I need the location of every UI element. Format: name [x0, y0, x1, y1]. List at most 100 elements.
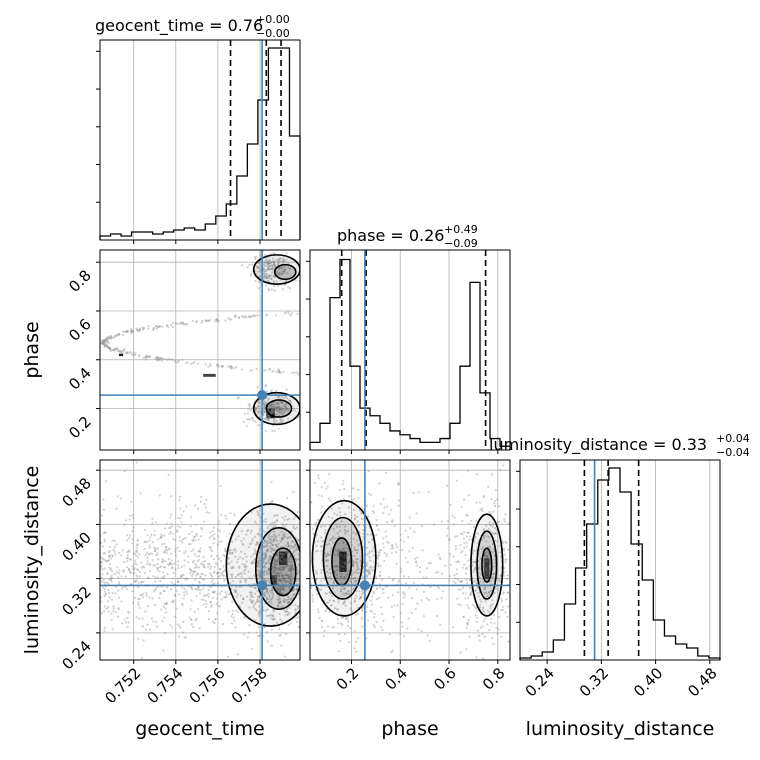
sample-point — [198, 626, 201, 630]
sample-point — [279, 552, 282, 555]
sample-point — [277, 575, 280, 578]
sample-point — [285, 598, 288, 602]
sample-point — [239, 580, 242, 583]
sample-point — [357, 571, 360, 574]
sample-point — [355, 595, 358, 598]
sample-point — [153, 529, 156, 532]
sample-point — [269, 268, 272, 271]
sample-point — [263, 262, 266, 265]
sample-point — [262, 557, 266, 560]
sample-point — [263, 272, 266, 275]
sample-point — [264, 401, 268, 404]
sample-point — [264, 555, 267, 558]
sample-point — [493, 532, 496, 535]
sample-point — [145, 551, 149, 554]
sample-point — [326, 552, 330, 556]
sample-point — [146, 354, 150, 358]
sample-point — [366, 569, 369, 572]
sample-point — [119, 497, 122, 500]
sample-point — [252, 419, 255, 422]
sample-point — [336, 513, 339, 517]
sample-point — [403, 575, 406, 578]
sample-point — [366, 533, 369, 536]
sample-point — [138, 328, 141, 331]
sample-point — [237, 535, 240, 538]
sample-point — [284, 552, 288, 555]
sample-point — [258, 634, 262, 637]
sample-point — [269, 403, 272, 407]
sample-point — [111, 539, 114, 542]
sample-point — [120, 575, 123, 578]
sample-point — [279, 257, 282, 260]
sample-point — [136, 575, 139, 578]
sample-point — [202, 578, 206, 581]
sample-point — [388, 513, 391, 516]
sample-point — [399, 567, 403, 570]
sample-point — [393, 378, 395, 380]
sample-point — [274, 514, 278, 517]
sample-point — [263, 539, 267, 542]
sample-point — [395, 543, 398, 546]
sample-point — [265, 571, 268, 574]
sample-point — [441, 590, 445, 593]
sample-point — [116, 576, 119, 579]
sample-point — [303, 609, 305, 611]
sample-point — [250, 529, 253, 532]
sample-point — [220, 598, 223, 601]
sample-point — [143, 571, 147, 575]
sample-point — [226, 562, 229, 565]
sample-point — [103, 338, 106, 341]
sample-point — [271, 411, 274, 414]
sample-point — [352, 565, 355, 568]
sample-point — [258, 574, 262, 577]
sample-point — [268, 368, 271, 371]
sample-point — [102, 340, 106, 343]
sample-point — [699, 394, 701, 396]
sample-point — [342, 592, 345, 595]
sample-point — [242, 597, 245, 600]
sample-point — [365, 605, 368, 608]
sample-point — [242, 316, 245, 319]
sample-point — [162, 649, 165, 652]
sample-point — [264, 260, 267, 263]
sample-point — [436, 382, 438, 384]
sample-point — [277, 542, 280, 546]
sample-point — [294, 616, 298, 620]
sample-point — [505, 558, 509, 561]
sample-point — [466, 581, 469, 585]
sample-point — [233, 619, 236, 622]
sample-point — [105, 559, 108, 563]
sample-point — [192, 548, 195, 551]
title-geocent-time-minus: −0.00 — [256, 27, 290, 40]
sample-point — [129, 328, 133, 331]
sample-point — [102, 343, 105, 346]
sample-point — [484, 617, 487, 620]
sample-point — [465, 535, 469, 538]
sample-point — [489, 617, 493, 620]
sample-point — [413, 380, 415, 382]
histogram-phase — [309, 258, 511, 450]
sample-point — [269, 267, 273, 270]
sample-point — [234, 548, 237, 551]
sample-point — [235, 609, 238, 612]
sample-point — [313, 482, 316, 485]
sample-point — [277, 427, 280, 430]
sample-point — [106, 336, 109, 340]
sample-point — [104, 343, 107, 346]
sample-point — [263, 410, 267, 413]
sample-point — [269, 274, 272, 277]
sample-point — [369, 533, 372, 536]
sample-point — [353, 580, 357, 583]
sample-point — [272, 404, 276, 407]
sample-point — [270, 261, 273, 265]
sample-point — [279, 589, 282, 592]
sample-point — [181, 322, 185, 326]
sample-point — [268, 277, 271, 280]
sample-point — [366, 574, 369, 577]
sample-point — [139, 575, 142, 578]
sample-point — [493, 572, 496, 576]
sample-point — [368, 568, 371, 571]
sample-point — [267, 264, 270, 267]
contour-1 — [265, 399, 293, 418]
sample-point — [338, 535, 341, 538]
